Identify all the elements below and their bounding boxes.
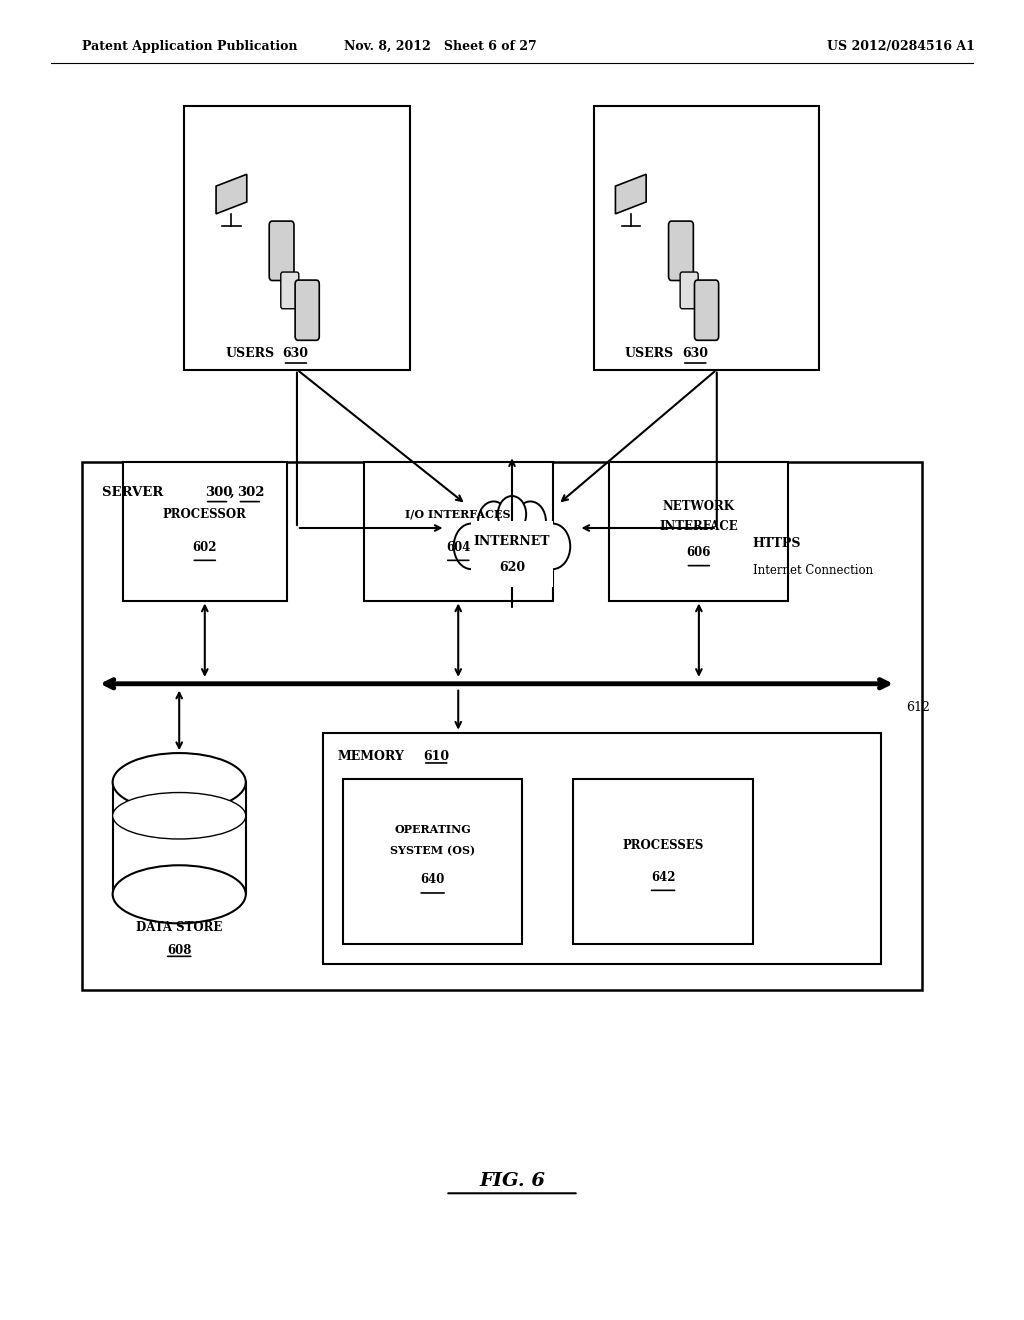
FancyBboxPatch shape (594, 106, 819, 370)
Text: FIG. 6: FIG. 6 (479, 1172, 545, 1191)
Text: 612: 612 (906, 701, 930, 714)
Circle shape (475, 482, 549, 577)
Text: PROCESSOR: PROCESSOR (163, 508, 247, 520)
Polygon shape (615, 174, 646, 214)
Text: 640: 640 (421, 874, 444, 886)
FancyBboxPatch shape (269, 220, 294, 280)
FancyBboxPatch shape (323, 733, 881, 964)
FancyBboxPatch shape (669, 220, 693, 280)
Text: INTERNET: INTERNET (474, 535, 550, 548)
Text: Internet Connection: Internet Connection (753, 564, 872, 577)
FancyBboxPatch shape (471, 521, 553, 587)
Text: HTTPS: HTTPS (753, 537, 801, 550)
FancyBboxPatch shape (281, 272, 299, 309)
FancyBboxPatch shape (694, 280, 719, 341)
Ellipse shape (113, 866, 246, 924)
FancyBboxPatch shape (343, 779, 522, 944)
FancyBboxPatch shape (82, 462, 922, 990)
Text: 642: 642 (651, 871, 675, 883)
Text: SYSTEM (OS): SYSTEM (OS) (390, 845, 475, 857)
Text: 604: 604 (446, 541, 470, 553)
Text: MEMORY: MEMORY (338, 750, 404, 763)
Text: INTERFACE: INTERFACE (659, 520, 738, 532)
Text: ,: , (229, 486, 234, 499)
Circle shape (515, 502, 546, 541)
Circle shape (478, 502, 509, 541)
Text: NETWORK: NETWORK (663, 500, 735, 512)
Text: USERS: USERS (225, 347, 274, 360)
Text: Patent Application Publication: Patent Application Publication (82, 40, 297, 53)
Text: 630: 630 (283, 347, 308, 360)
Text: 608: 608 (167, 945, 191, 957)
FancyBboxPatch shape (123, 462, 287, 601)
Text: PROCESSES: PROCESSES (623, 840, 703, 851)
Text: 606: 606 (687, 546, 711, 558)
Text: 300: 300 (205, 486, 232, 499)
Text: 602: 602 (193, 541, 217, 553)
Text: Nov. 8, 2012   Sheet 6 of 27: Nov. 8, 2012 Sheet 6 of 27 (344, 40, 537, 53)
Text: I/O INTERFACES: I/O INTERFACES (406, 508, 511, 520)
Text: US 2012/0284516 A1: US 2012/0284516 A1 (827, 40, 975, 53)
Text: 610: 610 (423, 750, 450, 763)
FancyBboxPatch shape (364, 462, 553, 601)
Polygon shape (216, 174, 247, 214)
FancyBboxPatch shape (680, 272, 698, 309)
FancyBboxPatch shape (113, 781, 246, 895)
Circle shape (454, 524, 489, 569)
Text: 302: 302 (238, 486, 265, 499)
Circle shape (489, 528, 535, 586)
FancyBboxPatch shape (295, 280, 319, 341)
Ellipse shape (113, 792, 246, 840)
Circle shape (535, 524, 570, 569)
Text: DATA STORE: DATA STORE (136, 921, 222, 933)
FancyBboxPatch shape (573, 779, 753, 944)
Ellipse shape (113, 752, 246, 810)
Text: SERVER: SERVER (102, 486, 173, 499)
Text: 630: 630 (682, 347, 708, 360)
FancyBboxPatch shape (184, 106, 410, 370)
FancyBboxPatch shape (609, 462, 788, 601)
Text: OPERATING: OPERATING (394, 824, 471, 836)
Text: 620: 620 (499, 561, 525, 574)
Circle shape (498, 496, 526, 532)
Text: USERS: USERS (625, 347, 674, 360)
